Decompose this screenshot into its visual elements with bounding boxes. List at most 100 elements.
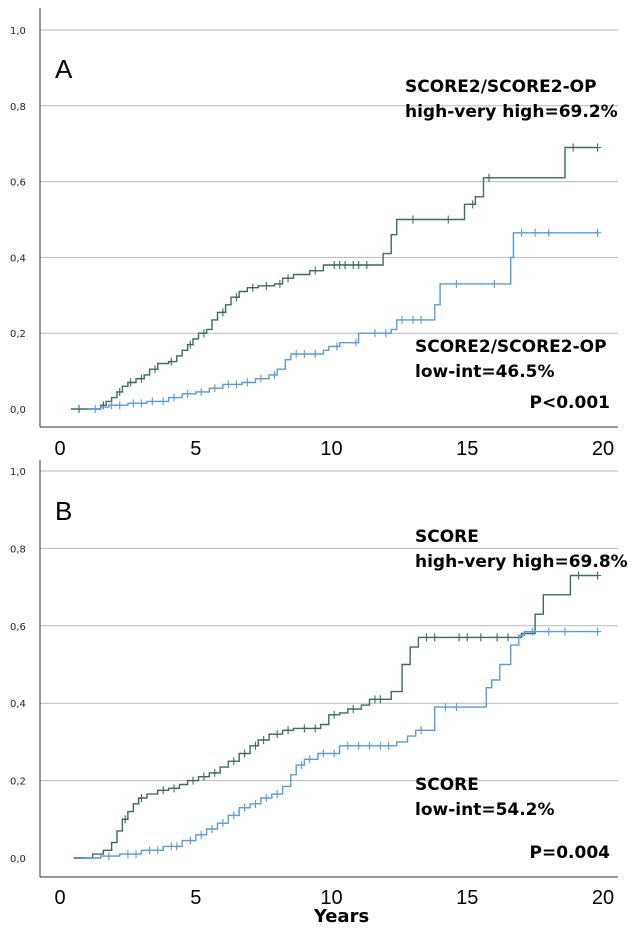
y-tick-label: 0,6 [10, 622, 26, 633]
x-tick-label: 10 [320, 887, 342, 909]
censor-mark-high [151, 365, 159, 374]
x-tick-label: 20 [592, 438, 614, 460]
censor-mark-low [330, 749, 338, 758]
y-tick-label: 0,6 [10, 178, 26, 189]
censor-mark-low [208, 824, 216, 833]
high-label: high-very high=69.2% [405, 102, 618, 122]
low-label: SCORE [415, 775, 479, 795]
censor-mark-low [298, 761, 306, 770]
censor-mark-low [197, 387, 205, 396]
y-tick-label: 0,8 [10, 102, 26, 113]
y-tick-label: 1,0 [10, 467, 26, 478]
high-label: high-very high=69.8% [415, 552, 628, 572]
censor-mark-high [251, 741, 259, 750]
censor-mark-low [311, 350, 319, 359]
x-tick-label: 20 [592, 887, 614, 909]
censor-mark-high [485, 173, 493, 182]
censor-mark-low [594, 627, 602, 636]
censor-mark-low [173, 842, 181, 851]
censor-mark-high [349, 705, 357, 714]
censor-mark-low [91, 405, 99, 413]
censor-mark-low [257, 374, 265, 383]
censor-mark-low [333, 342, 341, 351]
curve-high-risk [73, 574, 598, 859]
censor-mark-high [594, 571, 602, 580]
censor-mark-high [137, 374, 145, 383]
censor-mark-high [284, 726, 292, 735]
censor-mark-low [154, 846, 162, 855]
panel-A: 0,0 0,2 0,4 0,6 0,8 1,0 0 5 10 15 20 A SCORE2/SCORE2… [10, 8, 618, 460]
censor-mark-high [189, 776, 197, 785]
censor-mark-high [363, 260, 371, 269]
x-tick-label: 5 [190, 438, 201, 460]
censor-mark-high [99, 401, 107, 410]
censor-mark-low [344, 741, 352, 750]
y-tick-label: 0,4 [10, 699, 26, 710]
censor-mark-high [341, 260, 349, 269]
panel-letter: B [55, 496, 72, 526]
censor-mark-low [251, 799, 259, 808]
censor-mark-low [452, 703, 460, 712]
censor-mark-high [276, 279, 284, 288]
censor-mark-low [561, 627, 569, 636]
censor-mark-high [444, 215, 452, 224]
y-tick-label: 0,2 [10, 329, 26, 340]
censor-mark-high [232, 293, 240, 302]
censor-mark-high [493, 633, 501, 642]
censor-mark-high [376, 695, 384, 704]
censor-mark-low [442, 703, 450, 712]
censor-mark-high [75, 405, 83, 413]
censor-mark-low [124, 850, 132, 859]
censor-mark-low [366, 741, 374, 750]
censor-mark-low [292, 350, 300, 359]
censor-mark-low [224, 380, 232, 389]
censor-mark-low [137, 399, 145, 408]
censor-mark-low [262, 794, 270, 803]
censor-mark-high [186, 340, 194, 349]
low-label: low-int=54.2% [415, 800, 555, 820]
censor-mark-high [230, 757, 238, 766]
censor-mark-low [146, 846, 154, 855]
y-tick-label: 0,8 [10, 544, 26, 555]
censor-mark-low [170, 393, 178, 402]
y-tick-label: 1,0 [10, 26, 26, 37]
censor-mark-high [249, 283, 257, 292]
censor-mark-high [262, 281, 270, 290]
censor-mark-low [184, 389, 192, 398]
censor-mark-high [170, 784, 178, 793]
censor-mark-low [531, 228, 539, 237]
censor-mark-high [311, 724, 319, 733]
censor-mark-high [431, 633, 439, 642]
censor-mark-low [230, 811, 238, 820]
low-label: SCORE2/SCORE2-OP [415, 337, 607, 357]
panel-letter: A [55, 54, 73, 84]
censor-mark-high [273, 730, 281, 739]
x-tick-label: 15 [456, 887, 478, 909]
censor-mark-high [116, 387, 124, 396]
censor-mark-low [382, 329, 390, 338]
curve-low-risk [84, 630, 598, 859]
censor-mark-low [518, 228, 526, 237]
censor-mark-high [469, 200, 477, 209]
y-tick-label: 0,4 [10, 253, 26, 264]
censor-mark-high [167, 357, 175, 366]
censor-mark-high [219, 308, 227, 317]
censor-mark-low [300, 350, 308, 359]
censor-mark-low [148, 397, 156, 406]
censor-mark-low [417, 315, 425, 324]
x-tick-label: 5 [190, 887, 201, 909]
x-axis-title: Years [313, 906, 369, 927]
censor-mark-high [575, 571, 583, 580]
censor-mark-high [284, 274, 292, 283]
x-tick-label: 0 [54, 438, 65, 460]
censor-mark-low [129, 399, 137, 408]
curve-low-risk [87, 232, 598, 410]
censor-mark-low [385, 741, 393, 750]
p-value: P<0.001 [530, 393, 610, 413]
censor-mark-high [241, 749, 249, 758]
censor-mark-high [504, 633, 512, 642]
censor-mark-high [121, 815, 129, 824]
censor-mark-low [398, 315, 406, 324]
x-tick-label: 10 [320, 438, 342, 460]
